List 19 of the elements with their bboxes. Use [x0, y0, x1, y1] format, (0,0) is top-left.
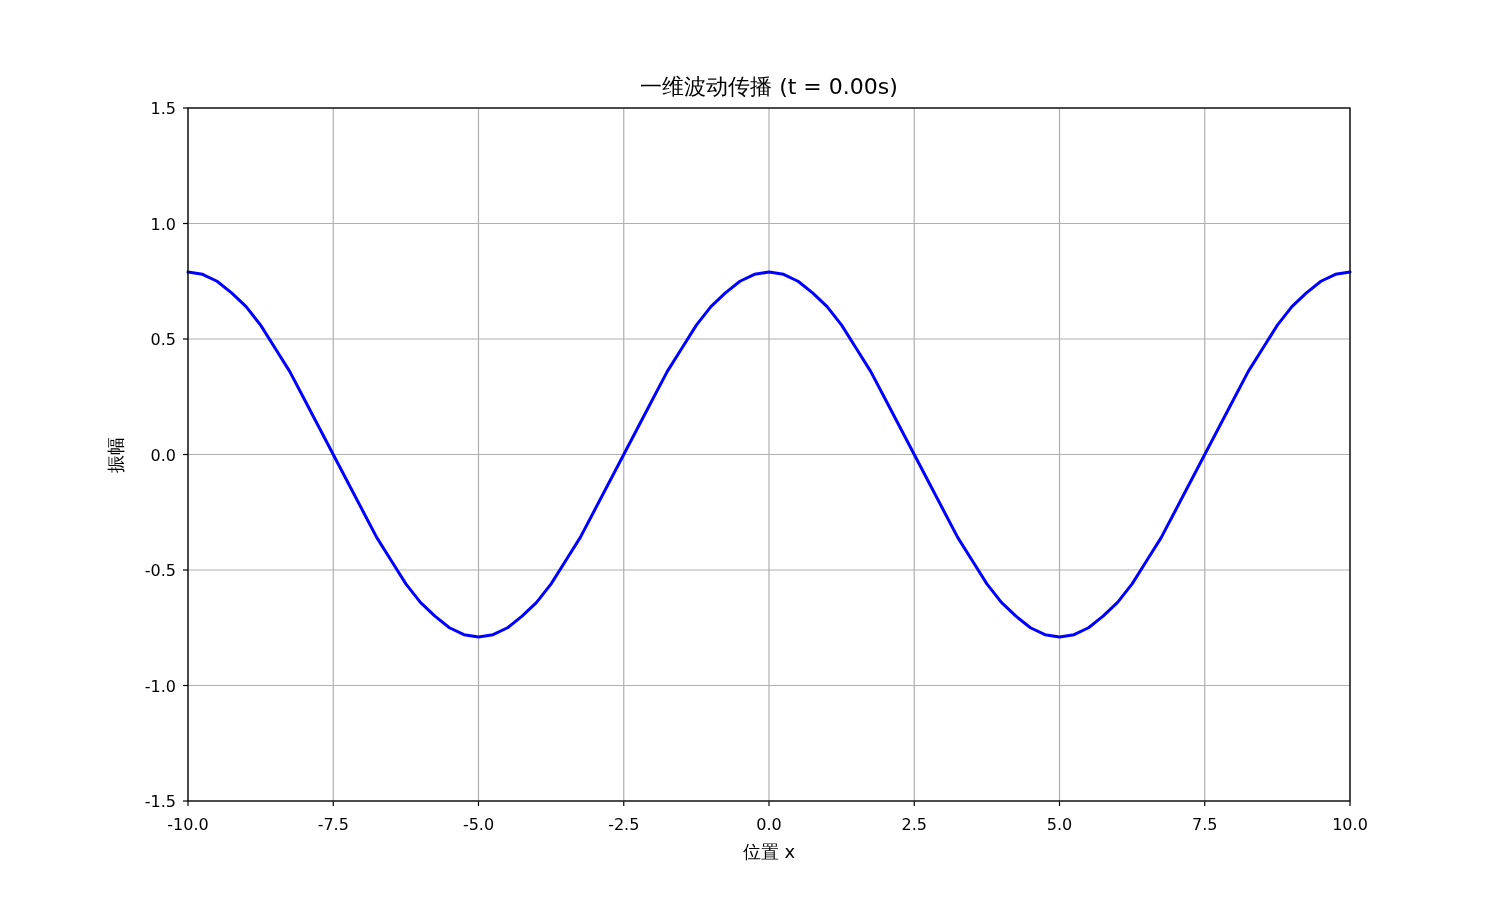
y-tick-label: 1.5 [150, 99, 176, 118]
y-tick-label: 1.0 [150, 214, 176, 234]
x-tick-label: -10.0 [167, 815, 209, 834]
x-tick-label: 5.0 [1046, 815, 1073, 834]
x-tick-label: -5.0 [462, 815, 495, 834]
x-axis-title: 位置 x [742, 841, 796, 862]
y-tick-label: -1.5 [144, 792, 176, 811]
y-axis-title: 振幅 [105, 436, 126, 473]
y-tick-label: -0.5 [144, 561, 176, 580]
chart-title: 一维波动传播 (t = 0.00s) [640, 74, 898, 99]
x-tick-label: -2.5 [608, 815, 640, 834]
y-tick-label: 0.5 [150, 330, 176, 349]
x-tick-label: 2.5 [901, 815, 927, 834]
x-tick-label: -7.5 [317, 815, 349, 834]
x-tick-label: 7.5 [1192, 815, 1218, 834]
y-tick-label: -1.0 [144, 676, 176, 696]
y-tick-label: 0.0 [150, 445, 176, 465]
x-tick-label: 10.0 [1332, 815, 1368, 834]
x-tick-label: 0.0 [756, 815, 782, 834]
